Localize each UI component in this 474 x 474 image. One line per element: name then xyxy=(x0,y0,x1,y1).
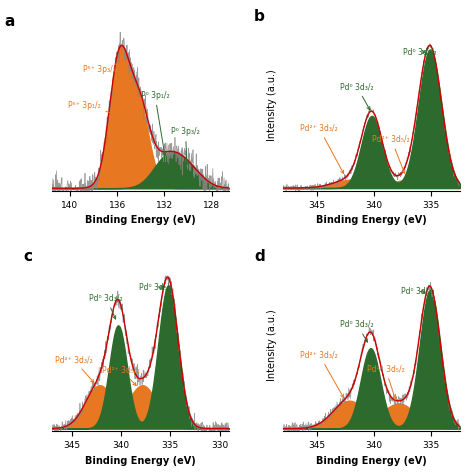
Text: Pd²⁺ 3d₃/₂: Pd²⁺ 3d₃/₂ xyxy=(55,355,94,383)
Text: a: a xyxy=(5,14,15,29)
Text: Pd²⁺ 3d₅/₂: Pd²⁺ 3d₅/₂ xyxy=(102,365,140,385)
Text: Pd²⁺ 3d₅/₂: Pd²⁺ 3d₅/₂ xyxy=(372,135,410,173)
Text: Pd⁰ 3d₅/₂: Pd⁰ 3d₅/₂ xyxy=(139,282,173,291)
Text: c: c xyxy=(24,249,33,264)
Text: Pd⁰ 3d₃/₂: Pd⁰ 3d₃/₂ xyxy=(340,82,374,110)
Text: Pd⁰ 3d₅/₂: Pd⁰ 3d₅/₂ xyxy=(401,287,434,296)
Text: P⁵⁺ 3p₁/₂: P⁵⁺ 3p₁/₂ xyxy=(68,101,136,120)
Y-axis label: Intensity (a.u.): Intensity (a.u.) xyxy=(267,310,277,381)
Text: P⁵⁺ 3p₃/₂: P⁵⁺ 3p₃/₂ xyxy=(83,64,119,73)
Y-axis label: Intensity (a.u.): Intensity (a.u.) xyxy=(267,69,277,141)
Text: Pd²⁺ 3d₃/₂: Pd²⁺ 3d₃/₂ xyxy=(300,350,344,398)
Text: Pd⁰ 3d₃/₂: Pd⁰ 3d₃/₂ xyxy=(340,320,374,342)
X-axis label: Binding Energy (eV): Binding Energy (eV) xyxy=(316,215,427,225)
Text: Pd²⁺ 3d₃/₂: Pd²⁺ 3d₃/₂ xyxy=(300,124,344,173)
X-axis label: Binding Energy (eV): Binding Energy (eV) xyxy=(85,456,196,465)
Text: Pd²⁺ 3d₅/₂: Pd²⁺ 3d₅/₂ xyxy=(366,364,404,400)
Text: P⁰ 3p₃/₂: P⁰ 3p₃/₂ xyxy=(171,127,200,165)
Text: Pd⁰ 3d₃/₂: Pd⁰ 3d₃/₂ xyxy=(90,293,123,319)
Text: Pd⁰ 3d₅/₂: Pd⁰ 3d₅/₂ xyxy=(403,47,437,56)
Text: d: d xyxy=(254,249,265,264)
Text: P⁰ 3p₁/₂: P⁰ 3p₁/₂ xyxy=(141,91,169,156)
X-axis label: Binding Energy (eV): Binding Energy (eV) xyxy=(316,456,427,465)
X-axis label: Binding Energy (eV): Binding Energy (eV) xyxy=(85,215,196,225)
Text: b: b xyxy=(254,9,265,24)
